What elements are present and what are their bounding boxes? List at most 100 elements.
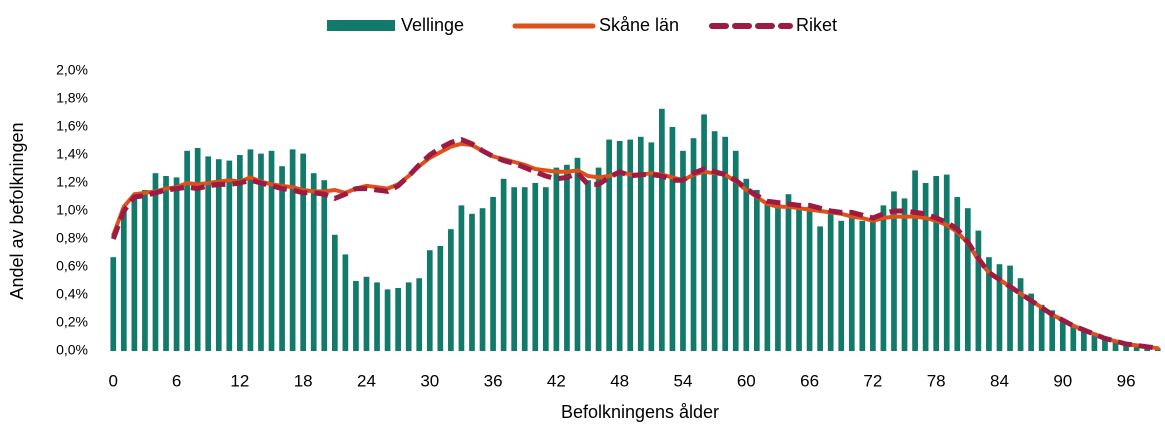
bar <box>722 136 729 351</box>
bar <box>511 187 518 351</box>
bar <box>469 213 475 351</box>
bar <box>1059 318 1066 351</box>
legend-label: Vellinge <box>401 15 464 35</box>
bar <box>279 166 285 351</box>
legend-label: Riket <box>796 15 837 35</box>
bar <box>426 250 433 351</box>
y-tick-label: 1,8% <box>56 90 88 106</box>
bar <box>1102 337 1108 351</box>
y-tick-label: 1,0% <box>56 202 88 218</box>
bar <box>648 142 655 351</box>
bar <box>163 176 169 351</box>
bar <box>321 180 328 351</box>
x-tick-label: 90 <box>1053 371 1072 390</box>
bar <box>268 150 275 351</box>
bar <box>848 216 855 351</box>
bar <box>743 178 750 351</box>
bar <box>1091 332 1098 351</box>
legend-label: Skåne län <box>599 15 679 35</box>
bar <box>870 219 876 351</box>
x-tick-label: 54 <box>674 371 693 390</box>
bar <box>553 167 560 351</box>
bar <box>1038 304 1045 351</box>
bar <box>490 197 496 351</box>
bar <box>627 139 634 351</box>
bar <box>595 167 602 351</box>
bar <box>891 191 897 351</box>
bar <box>753 190 760 351</box>
bar <box>215 159 222 351</box>
line <box>110 137 1159 351</box>
bar <box>437 246 444 351</box>
bar <box>300 153 307 351</box>
bar <box>659 108 665 351</box>
x-tick-label: 84 <box>990 371 1009 390</box>
bar <box>374 282 380 351</box>
bar <box>194 148 201 351</box>
x-tick-label: 0 <box>109 371 118 390</box>
bar <box>542 187 549 351</box>
bar <box>680 150 686 351</box>
bar <box>764 201 771 351</box>
bar <box>152 173 159 351</box>
bar <box>806 206 813 351</box>
y-tick-label: 0,2% <box>56 314 88 330</box>
bar <box>258 153 264 351</box>
y-tick-label: 1,2% <box>56 174 88 190</box>
bar <box>912 170 918 351</box>
x-tick-label: 72 <box>863 371 882 390</box>
y-tick-label: 0,6% <box>56 258 88 274</box>
bar <box>1049 310 1056 351</box>
bar <box>205 156 212 351</box>
x-tick-label: 42 <box>547 371 566 390</box>
x-tick-label: 78 <box>927 371 946 390</box>
bar <box>331 234 338 351</box>
bar <box>448 229 454 351</box>
x-tick-label: 66 <box>800 371 819 390</box>
bar <box>933 176 940 351</box>
bar <box>817 226 823 351</box>
bar <box>732 150 739 351</box>
bar <box>1070 324 1077 351</box>
y-tick-label: 0,4% <box>56 286 88 302</box>
bar <box>564 164 570 351</box>
bar <box>943 174 950 351</box>
bar <box>975 230 982 351</box>
y-axis-title: Andel av befolkningen <box>7 122 27 299</box>
bar <box>173 177 180 351</box>
legend-swatch <box>327 20 395 31</box>
bar <box>827 213 834 351</box>
bar <box>1017 278 1024 351</box>
bar <box>363 276 370 351</box>
x-tick-label: 48 <box>610 371 629 390</box>
bar <box>880 205 887 351</box>
bar <box>669 127 676 351</box>
bar <box>775 204 781 351</box>
bar <box>1133 345 1140 351</box>
x-tick-label: 18 <box>294 371 313 390</box>
y-tick-label: 1,6% <box>56 118 88 134</box>
x-axis-title: Befolkningens ålder <box>561 402 719 422</box>
bar <box>289 149 296 351</box>
bar <box>585 180 591 351</box>
bar <box>796 206 802 351</box>
y-tick-label: 2,0% <box>56 62 88 78</box>
x-tick-label: 60 <box>737 371 756 390</box>
bar <box>405 282 412 351</box>
bar <box>532 183 539 351</box>
bar <box>637 136 644 351</box>
bar <box>479 208 486 351</box>
bar <box>184 150 190 351</box>
bar <box>986 257 992 351</box>
x-tick-label: 30 <box>420 371 439 390</box>
bar <box>131 197 138 351</box>
bar <box>353 281 359 351</box>
bar <box>1123 342 1129 351</box>
x-tick-label: 36 <box>484 371 503 390</box>
x-tick-label: 6 <box>172 371 181 390</box>
bar <box>574 157 581 351</box>
bar <box>1007 265 1013 351</box>
bar <box>1028 293 1034 351</box>
bar <box>500 178 507 351</box>
